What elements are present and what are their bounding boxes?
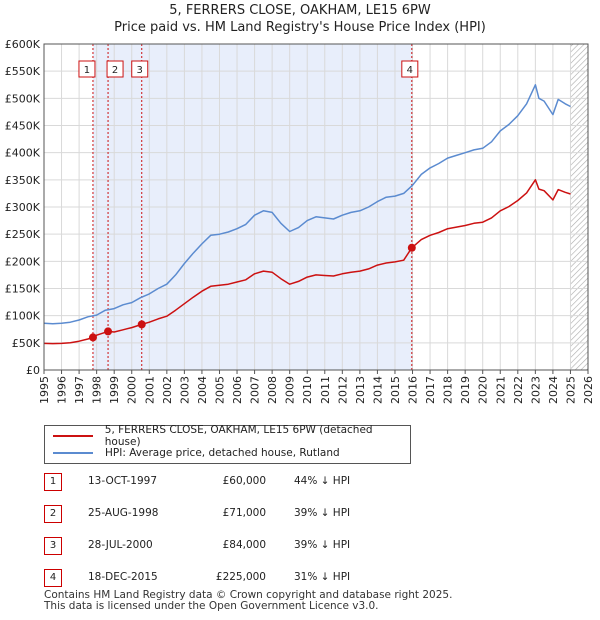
transaction-badge-marker: 4 bbox=[401, 60, 419, 78]
transaction-date: 28-JUL-2000 bbox=[88, 539, 153, 551]
transaction-price: £84,000 bbox=[222, 539, 266, 551]
x-tick-label: 2022 bbox=[512, 376, 525, 404]
y-tick-label: £0 bbox=[26, 364, 40, 377]
y-tick-label: £450K bbox=[5, 120, 41, 133]
x-tick-label: 2025 bbox=[564, 376, 577, 404]
x-tick-label: 2015 bbox=[389, 376, 402, 404]
transaction-badge: 2 bbox=[44, 505, 62, 523]
x-tick-label: 2021 bbox=[494, 376, 507, 404]
x-tick-label: 2010 bbox=[301, 376, 314, 404]
price-chart: £0 £50K £100K £150K £200K £250K £300K £350K £400… bbox=[5, 38, 595, 404]
chart-title: 5, FERRERS CLOSE, OAKHAM, LE15 6PW Price… bbox=[0, 2, 600, 36]
x-tick-label: 1997 bbox=[73, 376, 86, 404]
badge-number: 3 bbox=[137, 65, 143, 76]
y-tick-label: £50K bbox=[12, 337, 41, 350]
transaction-date: 13-OCT-1997 bbox=[88, 475, 157, 487]
transaction-badge: 1 bbox=[44, 473, 62, 491]
legend-label-property: 5, FERRERS CLOSE, OAKHAM, LE15 6PW (deta… bbox=[104, 424, 373, 448]
transaction-point bbox=[104, 327, 113, 336]
x-tick-label: 2002 bbox=[161, 376, 174, 404]
x-tick-label: 1999 bbox=[108, 376, 121, 404]
x-tick-label: 1998 bbox=[91, 376, 104, 404]
table-row: 1 13-OCT-1997 £60,000 44% ↓ HPI bbox=[44, 473, 464, 493]
transaction-badge-marker: 1 bbox=[78, 60, 96, 78]
footer-attribution: Contains HM Land Registry data © Crown c… bbox=[44, 590, 452, 612]
transaction-point bbox=[137, 320, 146, 329]
transaction-hpi: 39% ↓ HPI bbox=[294, 507, 351, 519]
table-row: 3 28-JUL-2000 £84,000 39% ↓ HPI bbox=[44, 537, 464, 557]
transaction-price: £60,000 bbox=[222, 475, 266, 487]
y-tick-label: £500K bbox=[5, 92, 41, 105]
x-tick-label: 2016 bbox=[407, 376, 420, 404]
legend-item-hpi: HPI: Average price, detached house, Rutl… bbox=[45, 445, 340, 461]
y-tick-label: £400K bbox=[5, 147, 41, 160]
x-tick-label: 2017 bbox=[424, 376, 437, 404]
x-tick-label: 2005 bbox=[213, 376, 226, 404]
x-tick-label: 2023 bbox=[529, 376, 542, 404]
transaction-hpi: 44% ↓ HPI bbox=[294, 475, 351, 487]
x-tick-label: 2026 bbox=[582, 376, 595, 404]
property-series-line bbox=[43, 179, 571, 345]
transaction-hpi: 31% ↓ HPI bbox=[294, 571, 351, 583]
y-tick-label: £550K bbox=[5, 65, 41, 78]
x-tick-label: 2003 bbox=[178, 376, 191, 404]
transaction-date: 18-DEC-2015 bbox=[88, 571, 158, 583]
footer-line-1: Contains HM Land Registry data © Crown c… bbox=[44, 589, 453, 601]
title: 5, FERRERS CLOSE, OAKHAM, LE15 6PW bbox=[169, 3, 431, 18]
x-tick-label: 2012 bbox=[336, 376, 349, 404]
x-tick-label: 2018 bbox=[442, 376, 455, 404]
x-tick-label: 2006 bbox=[231, 376, 244, 404]
x-tick-label: 2000 bbox=[126, 376, 139, 404]
badge-number: 1 bbox=[84, 65, 90, 76]
x-tick-label: 1996 bbox=[56, 376, 69, 404]
transaction-badge-marker: 3 bbox=[131, 60, 149, 78]
badge-number: 2 bbox=[112, 65, 118, 76]
chart-legend: 5, FERRERS CLOSE, OAKHAM, LE15 6PW (deta… bbox=[44, 424, 411, 464]
badge-box bbox=[131, 60, 149, 78]
badge-box bbox=[78, 60, 96, 78]
x-tick-label: 2008 bbox=[266, 376, 279, 404]
transaction-hpi: 39% ↓ HPI bbox=[294, 539, 351, 551]
legend-item-property: 5, FERRERS CLOSE, OAKHAM, LE15 6PW (deta… bbox=[45, 424, 410, 448]
transaction-point bbox=[407, 243, 416, 252]
x-tick-label: 2020 bbox=[477, 376, 490, 404]
transaction-badge: 4 bbox=[44, 569, 62, 587]
transaction-price: £71,000 bbox=[222, 507, 266, 519]
table-row: 4 18-DEC-2015 £225,000 31% ↓ HPI bbox=[44, 569, 464, 589]
transaction-badge-marker: 2 bbox=[106, 60, 124, 78]
x-tick-label: 2009 bbox=[284, 376, 297, 404]
y-tick-label: £300K bbox=[5, 201, 41, 214]
badge-number: 4 bbox=[407, 65, 413, 76]
x-tick-label: 2013 bbox=[354, 376, 367, 404]
transaction-date: 25-AUG-1998 bbox=[88, 507, 159, 519]
x-tick-label: 2019 bbox=[459, 376, 472, 404]
x-tick-label: 1995 bbox=[38, 376, 51, 404]
x-tick-label: 2004 bbox=[196, 376, 209, 404]
legend-label-hpi: HPI: Average price, detached house, Rutl… bbox=[105, 447, 340, 459]
badge-box bbox=[106, 60, 124, 78]
legend-swatch-property bbox=[53, 435, 93, 437]
transaction-badge: 3 bbox=[44, 537, 62, 555]
y-tick-label: £250K bbox=[5, 228, 41, 241]
transaction-point bbox=[88, 333, 97, 342]
y-tick-label: £350K bbox=[5, 174, 41, 187]
x-tick-label: 2001 bbox=[143, 376, 156, 404]
y-tick-label: £200K bbox=[5, 255, 41, 268]
badge-box bbox=[401, 60, 419, 78]
x-tick-label: 2007 bbox=[249, 376, 262, 404]
plot-frame bbox=[43, 43, 589, 371]
y-tick-label: £100K bbox=[5, 310, 41, 323]
y-tick-label: £150K bbox=[5, 283, 41, 296]
legend-swatch-hpi bbox=[53, 452, 93, 454]
x-tick-label: 2011 bbox=[319, 376, 332, 404]
hpi-series-line bbox=[43, 84, 571, 325]
subtitle: Price paid vs. HM Land Registry's House … bbox=[114, 20, 486, 35]
x-tick-label: 2014 bbox=[371, 376, 384, 404]
table-row: 2 25-AUG-1998 £71,000 39% ↓ HPI bbox=[44, 505, 464, 525]
footer-line-2: This data is licensed under the Open Gov… bbox=[44, 600, 379, 612]
x-tick-label: 2024 bbox=[547, 376, 560, 404]
transaction-price: £225,000 bbox=[215, 571, 266, 583]
y-tick-label: £600K bbox=[5, 38, 41, 51]
